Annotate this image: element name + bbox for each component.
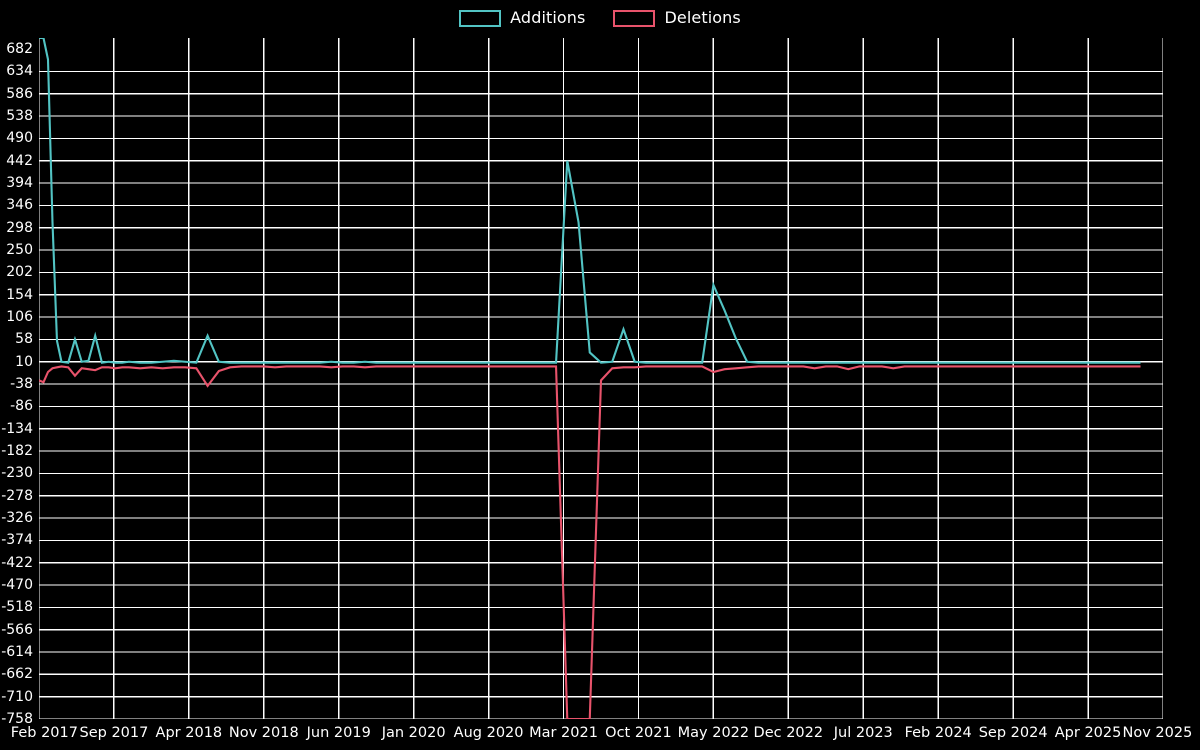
y-tick-label: -710 [1, 688, 33, 705]
x-tick-label: Feb 2024 [904, 725, 972, 741]
legend-label-additions: Additions [510, 8, 586, 27]
x-tick-label: Mar 2021 [529, 725, 598, 741]
y-tick-label: 10 [15, 353, 33, 370]
y-tick-label: -38 [10, 376, 33, 393]
y-tick-label: -230 [1, 465, 33, 482]
x-tick-label: Jun 2019 [306, 725, 371, 741]
x-tick-label: Apr 2018 [155, 725, 223, 741]
x-tick-label: Jul 2023 [833, 725, 893, 741]
y-tick-label: 58 [15, 331, 33, 348]
y-tick-label: 394 [6, 175, 33, 192]
x-tick-label: Aug 2020 [453, 725, 524, 741]
legend-entry-additions[interactable]: Additions [459, 8, 586, 27]
x-tick-label: Nov 2018 [228, 725, 299, 741]
y-tick-label: 682 [6, 41, 33, 58]
y-tick-label: 538 [6, 108, 33, 125]
y-tick-label: 490 [6, 130, 33, 147]
x-tick-label: Oct 2021 [605, 725, 672, 741]
y-tick-label: -134 [1, 420, 33, 437]
x-tick-label: Sep 2024 [978, 725, 1048, 741]
y-tick-label: -326 [1, 510, 33, 527]
y-tick-label: -470 [1, 577, 33, 594]
y-tick-label: 250 [6, 242, 33, 259]
y-tick-label: -518 [1, 599, 33, 616]
y-tick-label: -662 [1, 666, 33, 683]
y-tick-label: -86 [10, 398, 33, 415]
x-tick-label: Apr 2025 [1054, 725, 1122, 741]
x-tick-label: Sep 2017 [79, 725, 149, 741]
y-tick-label: -182 [1, 443, 33, 460]
plot-svg [39, 38, 1163, 719]
y-tick-label: -374 [1, 532, 33, 549]
x-tick-label: Feb 2017 [10, 725, 78, 741]
y-tick-label: -422 [1, 554, 33, 571]
x-tick-label: Dec 2022 [753, 725, 824, 741]
legend-entry-deletions[interactable]: Deletions [613, 8, 741, 27]
x-tick-label: Nov 2025 [1122, 725, 1193, 741]
y-tick-label: 298 [6, 219, 33, 236]
chart-legend: Additions Deletions [0, 4, 1200, 32]
grid-lines [39, 38, 1163, 719]
y-axis: 682 634 586 538 490 442 394 346 298 250 202 154 106 5… [0, 0, 33, 750]
legend-swatch-additions-icon [459, 9, 502, 27]
series-lines [39, 38, 1141, 719]
y-tick-label: 586 [6, 85, 33, 102]
y-tick-label: -278 [1, 487, 33, 504]
y-tick-label: 346 [6, 197, 33, 214]
y-tick-label: -614 [1, 644, 33, 661]
x-tick-label: May 2022 [677, 725, 750, 741]
y-tick-label: 106 [6, 309, 33, 326]
y-tick-label: 202 [6, 264, 33, 281]
legend-swatch-deletions-icon [613, 9, 656, 27]
series-line-deletions [39, 365, 1141, 719]
y-tick-label: 634 [6, 63, 33, 80]
x-tick-label: Jan 2020 [381, 725, 446, 741]
y-tick-label: -758 [1, 711, 33, 727]
legend-label-deletions: Deletions [664, 8, 741, 27]
y-tick-label: -566 [1, 621, 33, 638]
y-tick-label: 442 [6, 152, 33, 169]
y-tick-label: 154 [6, 286, 33, 303]
plot-area [39, 38, 1163, 719]
series-line-additions [39, 38, 1141, 364]
